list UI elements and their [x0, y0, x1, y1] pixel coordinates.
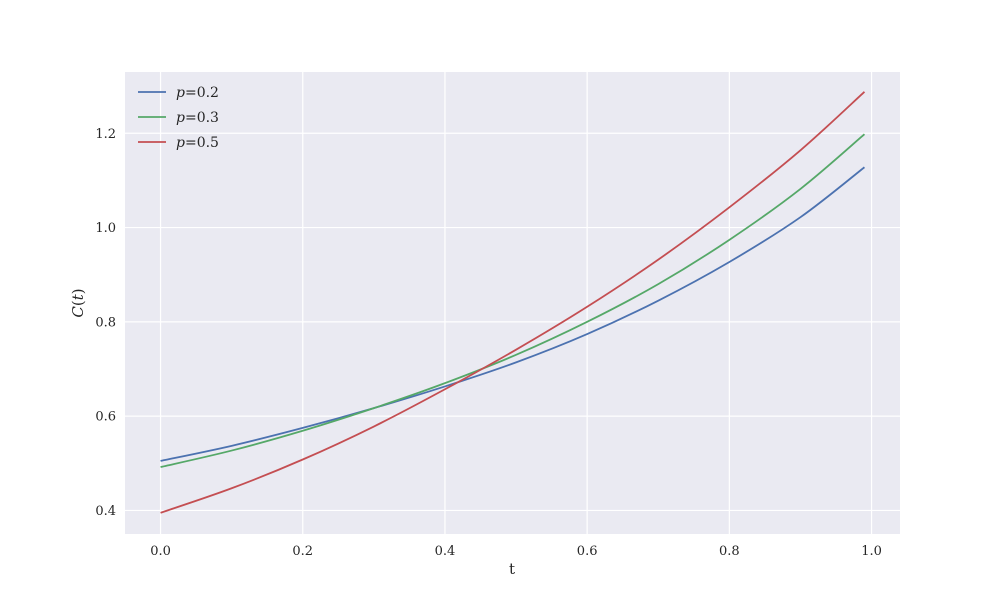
y-axis-label-part: C	[69, 306, 87, 318]
series-line	[160, 166, 866, 462]
x-axis-label: t	[509, 560, 515, 578]
x-tick-label: 0.0	[150, 544, 171, 559]
y-axis-label: C(t)	[69, 288, 87, 317]
series-lines	[160, 91, 866, 514]
x-tick-label: 0.4	[435, 544, 456, 559]
legend-label: p=0.5	[176, 135, 219, 151]
y-tick-label: 1.0	[95, 221, 116, 236]
y-tick-label: 0.4	[95, 504, 116, 519]
y-tick-labels: 0.4 0.6 0.8 1.0 1.2	[95, 127, 116, 519]
x-tick-labels: 0.0 0.2 0.4 0.6 0.8 1.0	[150, 544, 882, 559]
series-line	[160, 133, 866, 468]
x-tick-label: 0.6	[577, 544, 598, 559]
y-tick-label: 0.6	[95, 410, 116, 425]
y-axis-label-part: (	[69, 300, 87, 306]
legend-label: p=0.2	[176, 85, 219, 101]
plot-background	[125, 72, 900, 534]
x-tick-label: 0.8	[719, 544, 740, 559]
y-axis-label-part: )	[69, 288, 87, 294]
grid-lines	[125, 72, 900, 534]
x-tick-label: 1.0	[861, 544, 882, 559]
y-axis-label-part: t	[69, 293, 87, 300]
legend: p=0.2 p=0.3 p=0.5	[138, 85, 219, 151]
y-tick-label: 1.2	[95, 127, 116, 142]
y-tick-label: 0.8	[95, 315, 116, 330]
legend-label: p=0.3	[176, 110, 219, 126]
x-tick-label: 0.2	[292, 544, 313, 559]
series-line	[160, 91, 866, 514]
